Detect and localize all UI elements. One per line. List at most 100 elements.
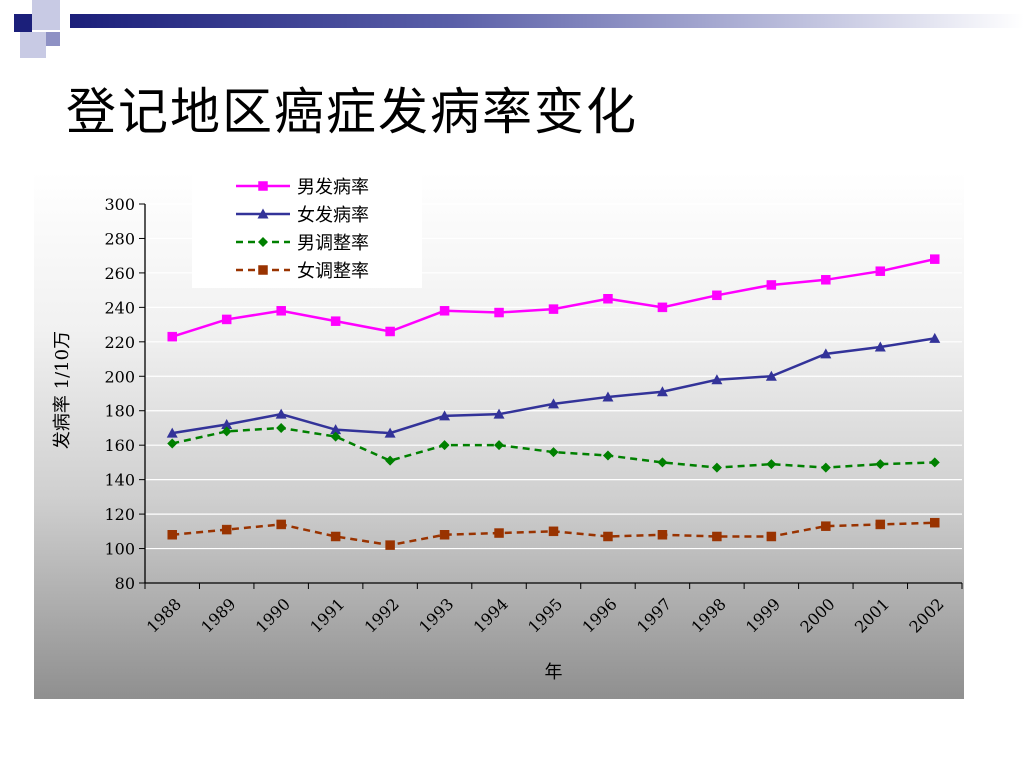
x-tick-label: 1996 [579,594,621,636]
legend-label: 男发病率 [297,177,369,198]
data-point [385,540,395,550]
x-tick-label: 1994 [470,594,512,636]
data-point [766,531,777,542]
x-axis-title: 年 [545,662,563,683]
data-point [330,316,341,326]
data-point [221,419,233,430]
data-point [820,348,832,359]
legend-marker [258,181,268,191]
data-point [657,457,668,468]
title-gradient-bar [70,14,1024,28]
data-point [929,332,941,343]
data-point [874,341,886,352]
x-tick-label: 2002 [905,594,947,636]
data-point [384,427,396,438]
data-point [494,307,504,318]
decor-square-dark [14,14,32,32]
data-point [657,302,668,313]
data-point [548,304,559,314]
data-point [548,398,559,409]
x-tick-label: 1992 [361,594,403,636]
y-tick-label: 260 [104,264,135,283]
data-point [711,462,722,473]
x-tick-label: 1999 [742,594,784,636]
data-point [766,459,777,470]
data-point [276,519,286,530]
legend-label: 女发病率 [297,205,369,226]
chart-background [34,172,964,699]
data-point [548,447,559,458]
y-tick-label: 300 [104,195,135,214]
data-point [166,427,178,438]
x-tick-label: 2001 [851,594,893,636]
data-point [330,424,342,435]
y-tick-label: 280 [104,229,135,248]
y-tick-label: 100 [104,540,135,559]
data-point [875,519,886,530]
decor-square-mid [46,32,60,46]
legend-marker [257,208,269,219]
data-point [385,326,395,337]
data-point [821,521,831,531]
data-point [712,531,722,542]
data-point [330,531,341,542]
data-point [766,280,777,290]
legend-marker [258,265,268,275]
data-point [602,391,614,402]
data-point [276,422,287,433]
data-point [711,374,723,385]
x-tick-label: 1997 [633,594,675,636]
legend-label: 女调整率 [297,261,369,282]
y-tick-label: 160 [104,436,135,455]
x-tick-label: 1988 [143,594,185,636]
data-point [656,386,668,397]
legend-marker [258,237,268,247]
x-tick-label: 1989 [197,594,239,636]
data-point [275,408,287,419]
data-point [821,275,831,285]
data-point [167,438,178,449]
data-point [657,530,668,540]
data-point [221,524,232,535]
data-point [494,440,505,451]
y-tick-label: 180 [104,402,135,421]
x-tick-label: 1991 [306,594,348,636]
data-point [493,408,505,419]
x-tick-label: 1998 [688,594,730,636]
data-point [439,410,451,421]
data-point [494,528,504,538]
legend-box [192,172,422,288]
data-point [820,462,831,473]
data-point [167,530,177,540]
data-point [276,306,286,316]
y-tick-label: 240 [104,298,135,317]
data-point [712,290,722,301]
data-point [548,526,559,537]
data-point [765,370,777,381]
data-point [385,455,396,466]
decor-square-light [20,32,46,58]
data-point [221,314,232,325]
data-point [439,306,450,316]
slide-title: 登记地区癌症发病率变化 [66,83,638,141]
decor-square-light [32,0,60,30]
y-tick-label: 220 [104,333,135,352]
data-point [603,294,613,304]
y-tick-label: 140 [104,471,135,490]
data-point [929,457,940,468]
data-point [330,431,341,442]
x-tick-label: 2000 [796,594,838,636]
data-point [221,426,232,437]
data-point [930,517,940,528]
y-tick-label: 80 [115,574,135,593]
x-tick-label: 1995 [524,594,566,636]
legend-label: 男调整率 [297,233,369,254]
data-point [603,531,613,542]
x-tick-label: 1990 [252,594,294,636]
data-point [875,459,886,470]
data-point [439,530,450,540]
data-point [439,440,450,451]
data-point [930,254,940,264]
y-tick-label: 120 [104,505,135,524]
